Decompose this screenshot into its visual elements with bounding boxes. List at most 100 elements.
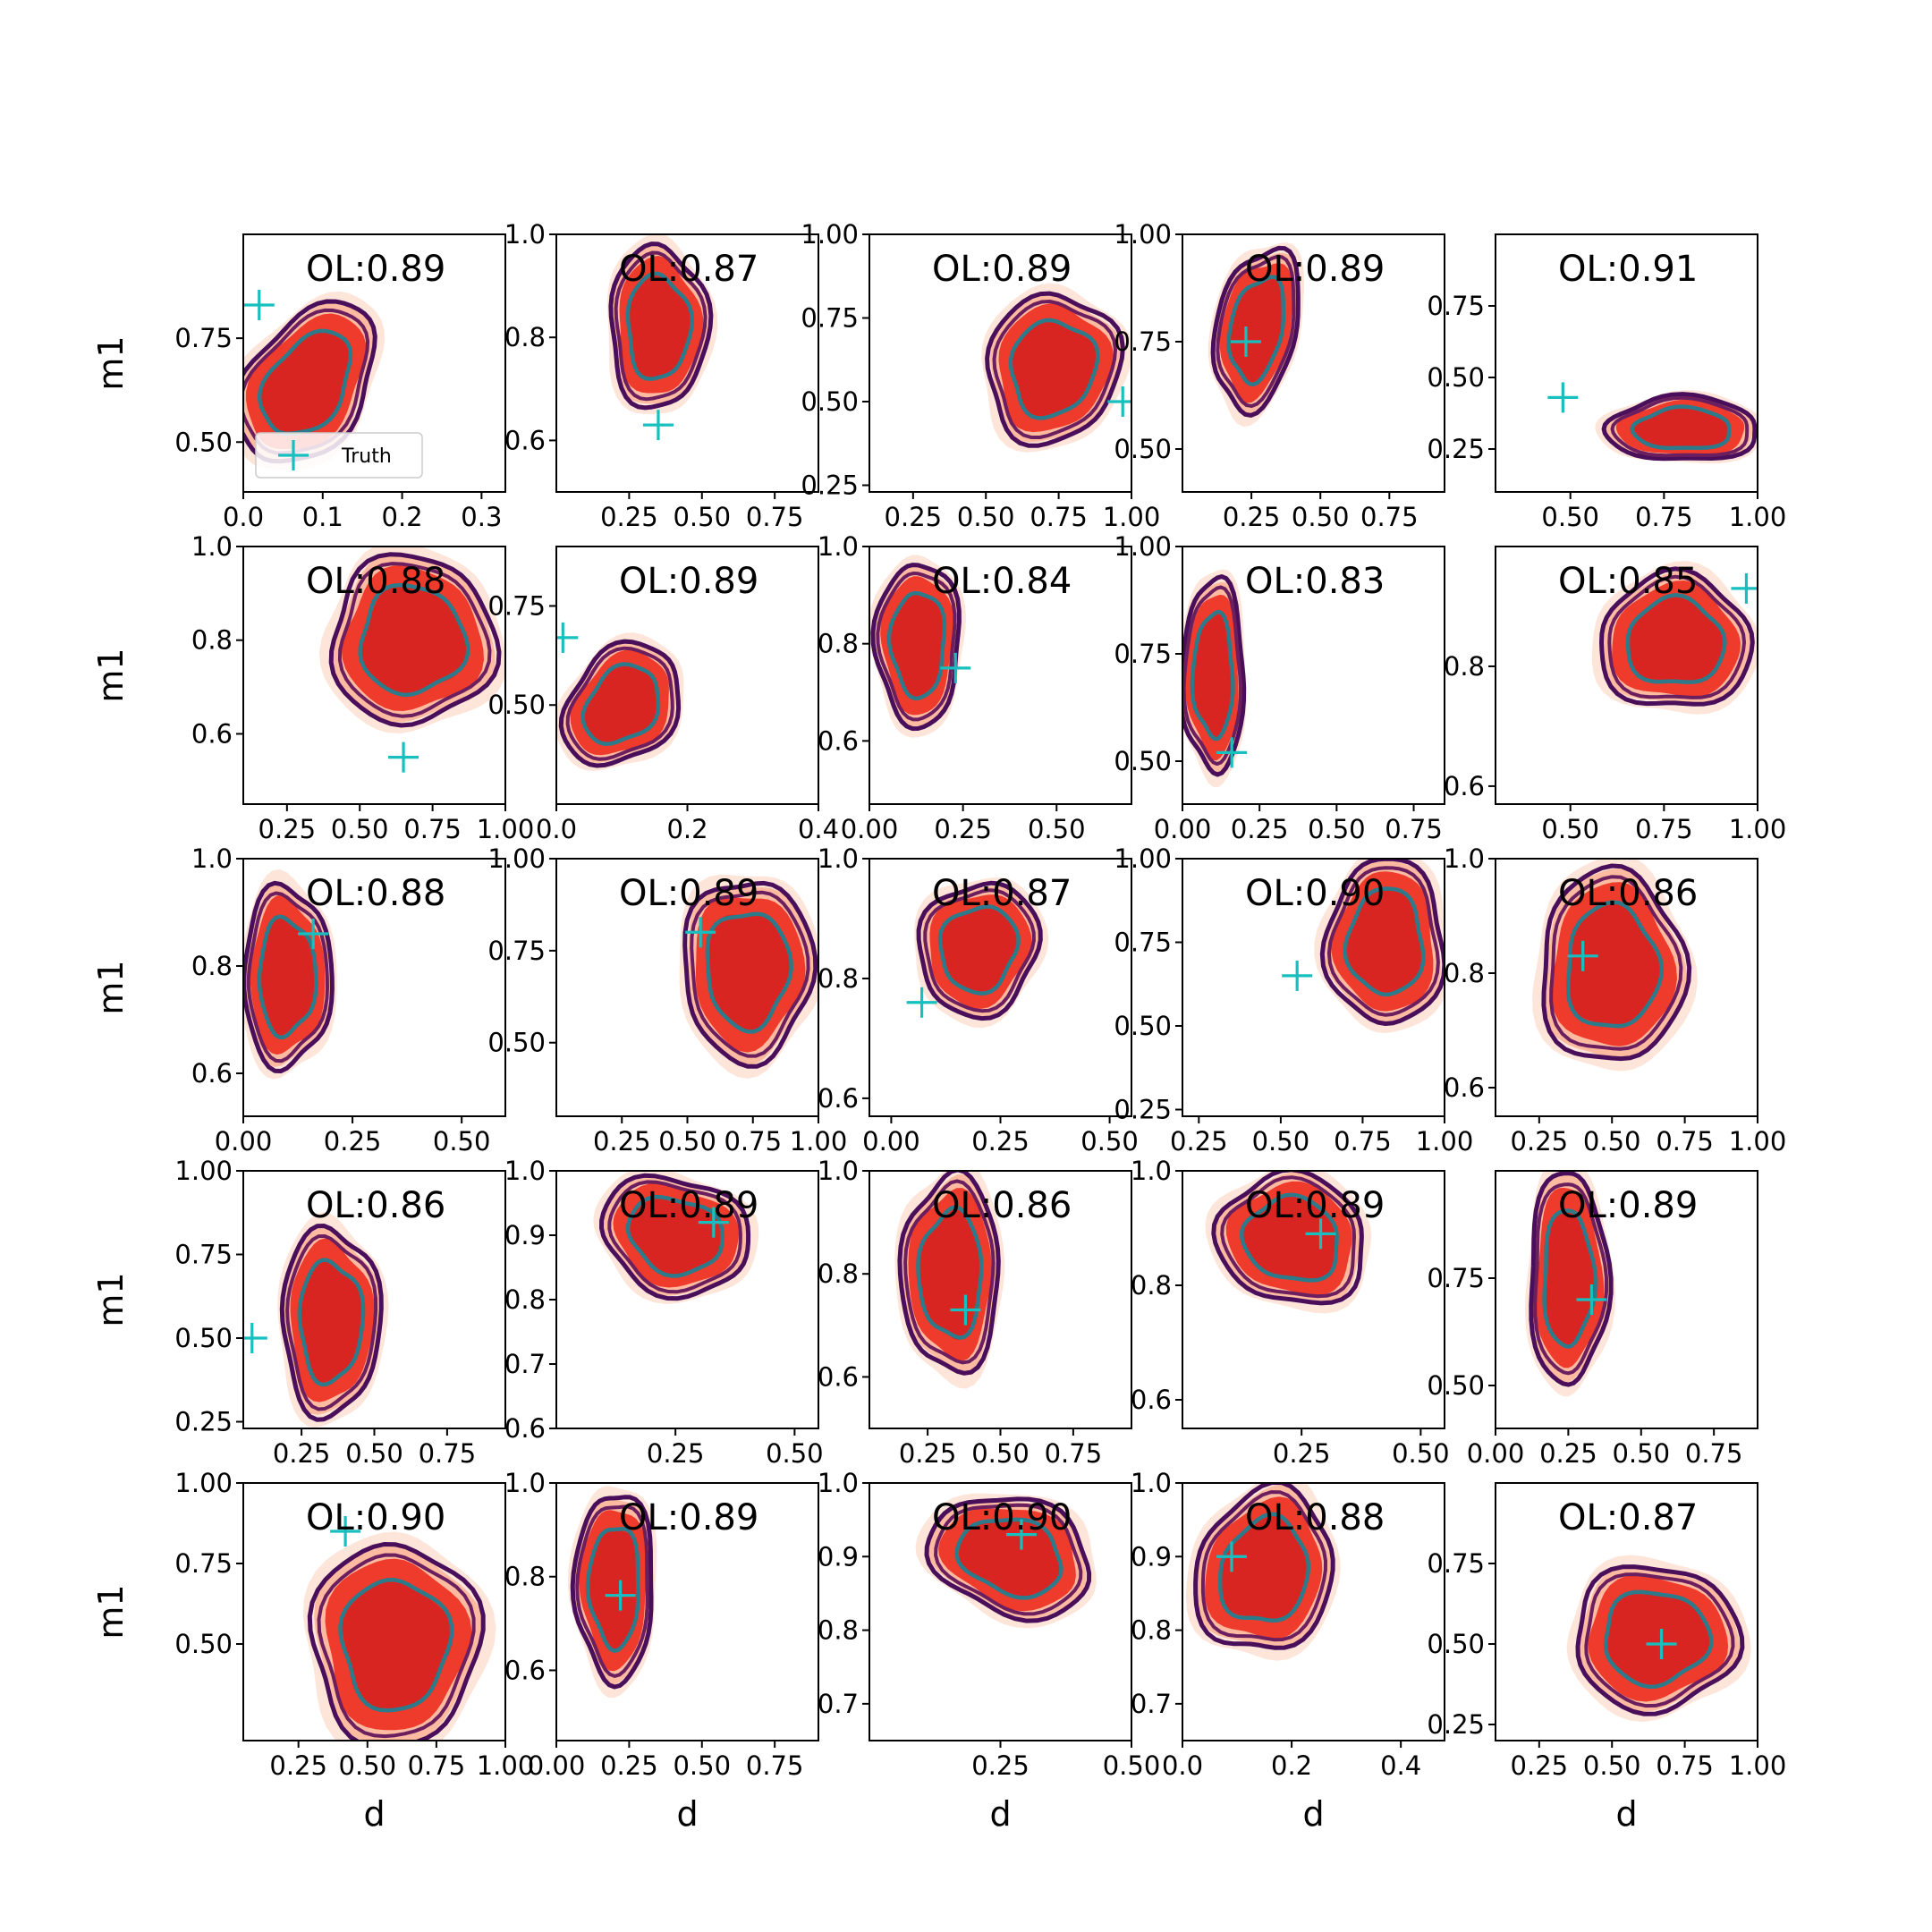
contour-mid: [565, 646, 674, 761]
x-tick-label: 1.00: [477, 814, 535, 844]
contour-outer: [1211, 1171, 1364, 1306]
legend-truth-marker: [278, 440, 309, 470]
x-tick-label: 0.50: [1308, 814, 1366, 844]
x-tick-label: 0.4: [798, 814, 839, 844]
y-tick-label: 0.25: [1427, 434, 1485, 464]
subplot-8: 0.00 0.25 0.50 0.6 0.8 1.0 OL:0.84: [818, 531, 1132, 844]
contour-inner: [297, 1258, 366, 1387]
contour-inner: [625, 271, 695, 381]
overlap-label: OL:0.86: [1558, 873, 1698, 914]
contour-inner: [937, 904, 1021, 996]
overlap-label: OL:0.90: [1245, 873, 1385, 914]
y-tick-label: 0.50: [174, 1629, 233, 1659]
x-tick-label: 0.25: [1170, 1126, 1228, 1157]
x-tick-label: 0.25: [269, 1750, 327, 1781]
contour-outer: [1575, 1564, 1745, 1716]
truth-marker: [1282, 960, 1313, 991]
density-fill-core: [629, 273, 693, 377]
axes-frame: [555, 233, 819, 493]
x-tick-label: 0.75: [1635, 502, 1693, 532]
y-tick-label: 0.6: [818, 1361, 859, 1392]
y-tick-label: 1.00: [487, 843, 546, 874]
y-tick-label: 1.0: [1131, 1156, 1172, 1186]
truth-marker: [950, 1294, 981, 1326]
contour-mid: [1216, 255, 1296, 408]
y-tick-label: 0.8: [504, 1284, 546, 1315]
truth-marker: [605, 1580, 636, 1611]
y-tick-label: 1.00: [1114, 219, 1172, 250]
contour-outer: [328, 552, 502, 728]
y-tick-label: 0.75: [174, 1240, 233, 1270]
x-tick-label: 0.25: [258, 814, 317, 844]
overlap-label: OL:0.89: [619, 561, 758, 602]
truth-marker: [298, 919, 329, 949]
x-tick-label: 0.50: [1292, 502, 1350, 532]
density-fill-core: [1344, 888, 1422, 995]
contour-outer: [1319, 859, 1445, 1026]
density-fill-core: [1543, 1209, 1596, 1347]
contour-mid: [876, 572, 957, 722]
y-tick-label: 0.8: [191, 625, 233, 656]
contour-mid: [1607, 574, 1746, 699]
y-axis-label: m1: [91, 648, 131, 702]
y-tick-label: 0.50: [174, 1323, 233, 1353]
y-tick-label: 0.6: [818, 725, 859, 756]
contour-outer: [570, 1495, 654, 1690]
overlap-label: OL:0.89: [306, 249, 445, 290]
x-tick-label: 1.00: [1729, 814, 1787, 844]
contour-mid: [923, 888, 1036, 1013]
overlap-label: OL:0.84: [932, 561, 1072, 602]
axes-frame: [1182, 858, 1445, 1117]
overlap-label: OL:0.88: [1245, 1497, 1385, 1538]
x-tick-label: 0.50: [331, 814, 389, 844]
y-tick-label: 0.6: [1444, 1072, 1485, 1103]
contour-outer: [608, 242, 714, 411]
y-tick-label: 0.75: [1114, 639, 1172, 669]
subplot-17: 0.25 0.50 0.6 0.7 0.8 0.9 1.0 OL:0.89: [504, 1156, 824, 1469]
y-tick-label: 0.6: [1444, 771, 1485, 801]
x-tick-label: 0.2: [382, 502, 423, 532]
truth-marker: [388, 741, 419, 773]
contour-mid: [1584, 1572, 1735, 1708]
density-contours: [243, 1212, 389, 1428]
contour-inner: [1542, 1208, 1598, 1349]
truth-marker: [330, 1516, 361, 1546]
density-contours: [1208, 242, 1304, 428]
y-tick-label: 1.0: [504, 1468, 546, 1498]
x-tick-label: 0.75: [724, 1126, 782, 1157]
y-tick-label: 1.0: [504, 219, 546, 250]
density-contours: [1591, 561, 1758, 715]
x-tick-label: 0.00: [1467, 1438, 1525, 1469]
subplot-1: 0.0 0.1 0.2 0.3 0.50 0.75 OL:0.89 m1 Truth: [91, 233, 506, 532]
contour-outer: [1601, 392, 1758, 462]
contour-outer: [599, 1173, 751, 1301]
overlap-label: OL:0.86: [932, 1185, 1072, 1226]
y-tick-label: 1.00: [1114, 843, 1172, 874]
x-tick-label: 0.50: [766, 1438, 824, 1469]
x-tick-label: 0.00: [862, 1126, 920, 1157]
contour-mid: [285, 1234, 378, 1411]
y-tick-label: 1.0: [504, 1156, 546, 1186]
truth-marker: [1646, 1629, 1677, 1659]
x-axis-label: d: [1302, 1794, 1324, 1834]
x-tick-label: 0.25: [324, 1126, 382, 1157]
y-tick-label: 1.0: [818, 843, 859, 874]
contour-inner: [1217, 1512, 1311, 1623]
overlap-label: OL:0.88: [306, 873, 445, 914]
y-tick-label: 1.0: [191, 531, 233, 562]
truth-marker: [243, 1323, 267, 1354]
subplot-16: 0.25 0.50 0.75 0.25 0.50 0.75 1.00 OL:0.86 m1: [91, 1156, 506, 1469]
x-tick-label: 0.00: [1154, 814, 1212, 844]
contour-inner: [358, 582, 470, 698]
axes-frame: [242, 1482, 506, 1741]
y-tick-label: 0.8: [1131, 1270, 1172, 1301]
contour-inner: [1226, 275, 1286, 387]
contour-outer: [1599, 566, 1755, 707]
x-tick-label: 0.2: [1271, 1750, 1312, 1781]
contour-mid: [903, 1179, 996, 1365]
y-tick-label: 0.8: [1444, 651, 1485, 682]
x-tick-label: 0.50: [673, 1750, 731, 1781]
density-contours: [981, 283, 1131, 453]
y-tick-label: 0.50: [1114, 434, 1172, 464]
y-tick-label: 0.50: [1427, 1370, 1485, 1401]
